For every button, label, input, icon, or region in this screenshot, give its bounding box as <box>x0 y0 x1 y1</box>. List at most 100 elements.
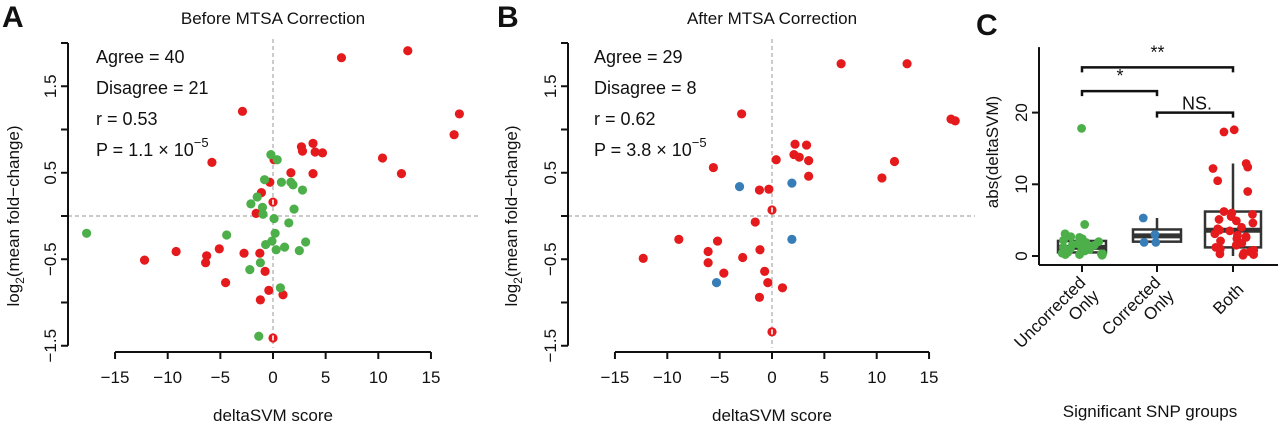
panel-letter-a: A <box>2 1 24 34</box>
point-agree-1 <box>403 46 413 56</box>
point-agree-5 <box>396 169 407 179</box>
point-agree-18 <box>638 253 648 263</box>
point-agree-24 <box>738 252 748 263</box>
x-tick-label: −10 <box>153 368 182 387</box>
point-1-1 <box>1150 230 1160 239</box>
p-value-base: P = 1.1 × 10 <box>96 140 194 160</box>
correlation-r: r = 0.62 <box>594 109 656 129</box>
point-2-23 <box>1216 236 1225 246</box>
point-agree-22 <box>703 258 713 268</box>
point-agree-11 <box>317 148 328 158</box>
point-disagree-10 <box>257 202 268 212</box>
correlation-r: r = 0.53 <box>96 109 158 129</box>
point-agree-23 <box>201 258 211 268</box>
point-agree-6 <box>737 109 747 119</box>
x-axis: −15 −10 −5 0 5 10 15 <box>601 351 939 387</box>
point-agree-0 <box>836 59 846 69</box>
point-agree-30 <box>754 292 765 302</box>
point-2-3 <box>1243 162 1253 172</box>
point-disagree-1 <box>266 149 276 160</box>
point-agree-12 <box>310 147 320 157</box>
y-label-log: log <box>4 284 23 307</box>
y-axis-label: abs(deltaSVM) <box>983 96 1002 208</box>
point-agree-28 <box>221 278 231 288</box>
point-2-1 <box>1219 127 1229 137</box>
x-tick-label: −5 <box>211 368 230 387</box>
jitter-points <box>1057 123 1259 260</box>
point-agree-14 <box>804 171 814 181</box>
p-value-exponent: −5 <box>692 135 707 150</box>
point-agree-7 <box>207 157 217 167</box>
x-tick-label: −15 <box>601 368 630 387</box>
y-axis-label: log2(mean fold−change) <box>4 125 27 306</box>
point-2-7 <box>1219 207 1229 216</box>
point-agree-10 <box>297 146 308 156</box>
x-tick-label: 10 <box>369 368 388 387</box>
y-label-sub: 2 <box>13 277 27 284</box>
y-axis-label: log2(mean fold−change) <box>502 125 525 306</box>
x-axis-label: Significant SNP groups <box>1063 402 1238 421</box>
point-2-32 <box>1249 250 1259 259</box>
point-agree-14 <box>286 168 296 178</box>
point-agree-21 <box>703 246 713 257</box>
y-axis: 1.5 0.5 −0.5 −1.5 <box>541 42 569 363</box>
point-agree-29 <box>777 283 788 293</box>
p-value-exponent: −5 <box>194 135 209 150</box>
point-agree-6 <box>237 106 248 116</box>
point-2-18 <box>1210 229 1220 239</box>
significance-label-1: * <box>1116 66 1123 86</box>
point-agree-13 <box>308 169 318 179</box>
panel-a: A Before MTSA Correction 1.50.5−0.5−1.5 … <box>2 1 480 425</box>
stats-annotation: Agree = 40 Disagree = 21 r = 0.53 P = 1.… <box>96 47 209 160</box>
point-agree-23 <box>719 268 729 278</box>
point-disagree-26 <box>254 331 264 341</box>
y-tick-label: 10 <box>1012 175 1031 194</box>
point-agree-4 <box>889 156 900 167</box>
x-tick-label: −5 <box>710 368 729 387</box>
point-agree-8 <box>308 138 318 148</box>
point-0-24 <box>1060 250 1070 259</box>
point-center-mark <box>272 199 274 205</box>
x-axis-label: deltaSVM score <box>213 406 333 425</box>
point-agree-30 <box>255 295 265 305</box>
point-0-25 <box>1075 250 1084 259</box>
point-disagree-14 <box>284 218 294 228</box>
point-0-0 <box>1077 123 1086 133</box>
point-2-31 <box>1215 249 1225 259</box>
point-disagree-20 <box>301 237 311 247</box>
point-0-26 <box>1097 250 1107 260</box>
point-disagree-19 <box>279 242 290 252</box>
point-agree-22 <box>202 251 212 261</box>
point-2-0 <box>1229 125 1239 135</box>
x-tick-label: 0 <box>268 368 277 387</box>
point-agree-25 <box>239 248 249 258</box>
x-tick-label: 15 <box>920 368 939 387</box>
scatter-points <box>638 59 960 337</box>
y-tick-label: 0.5 <box>41 161 60 185</box>
significance-label-2: NS. <box>1182 94 1212 114</box>
bracket-1 <box>1080 89 1159 97</box>
x-tick-label-2: Both <box>1209 280 1247 318</box>
point-disagree-9 <box>246 199 256 209</box>
disagree-count: Disagree = 8 <box>594 78 697 98</box>
point-disagree-2 <box>272 155 282 165</box>
category-label-line1: Both <box>1209 280 1247 318</box>
point-agree-19 <box>674 234 684 244</box>
point-center-mark <box>771 329 773 335</box>
point-disagree-25 <box>275 283 285 293</box>
scatter-points <box>82 46 464 343</box>
point-agree-20 <box>712 236 723 246</box>
y-tick-label: 0 <box>1012 251 1031 260</box>
point-agree-31 <box>278 290 288 300</box>
point-disagree-8 <box>252 192 262 202</box>
point-agree-13 <box>804 156 814 166</box>
point-agree-5 <box>877 173 887 183</box>
y-tick-label: −0.5 <box>541 242 560 276</box>
bracket-2 <box>1155 111 1235 118</box>
y-tick-label: −1.5 <box>41 329 60 363</box>
point-agree-27 <box>260 266 270 276</box>
point-2-17 <box>1225 226 1235 236</box>
point-0-1 <box>1080 220 1090 229</box>
